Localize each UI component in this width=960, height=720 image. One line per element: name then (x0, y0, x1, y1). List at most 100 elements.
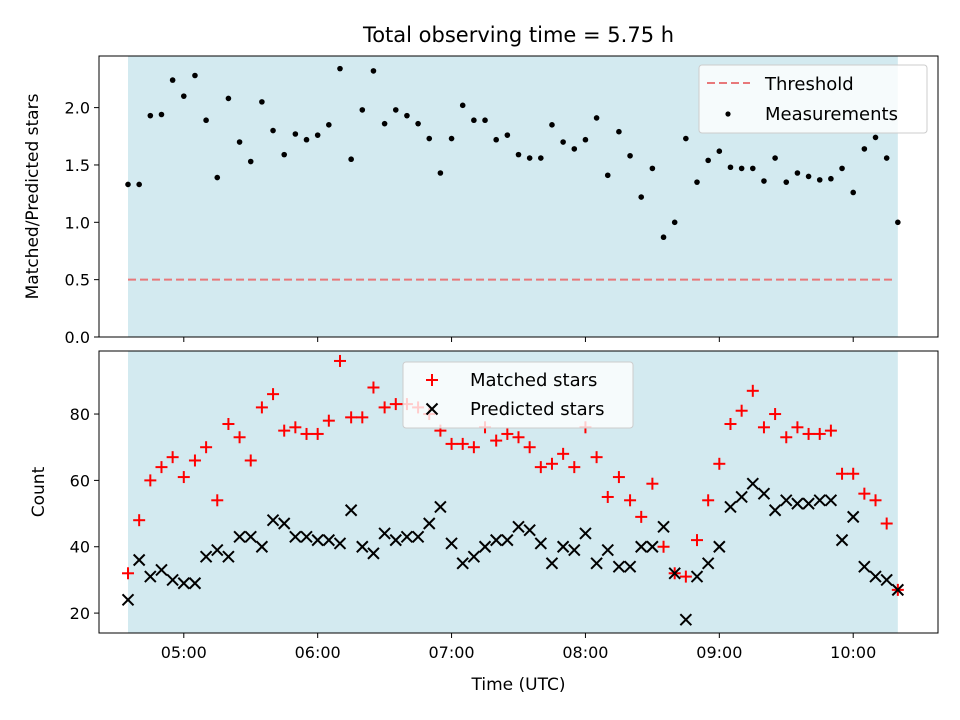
predicted-star-point (423, 517, 436, 530)
predicted-star-point-b (735, 490, 748, 504)
predicted-star-point (188, 577, 202, 590)
matched-star-point (691, 534, 704, 547)
legend-predicted-swatch (425, 402, 439, 416)
predicted-star-point (568, 543, 581, 557)
predicted-star-point (802, 497, 815, 510)
predicted-star-point-b (445, 537, 458, 550)
predicted-star-point-b (333, 537, 347, 550)
y-tick-label: 1.5 (65, 156, 90, 175)
predicted-star-point (501, 533, 514, 547)
predicted-star-point (780, 494, 793, 507)
predicted-star-point-b (255, 540, 269, 553)
predicted-star-point (847, 510, 860, 524)
predicted-star-point-b (501, 533, 514, 547)
y-tick-label: 80 (70, 405, 90, 424)
predicted-star-point (545, 557, 559, 570)
measurement-point (158, 111, 165, 118)
legend-measurements-label: Measurements (765, 104, 898, 125)
y-tick-label: 2.0 (65, 99, 90, 118)
matched-star-point (289, 421, 302, 434)
measurement-point (638, 194, 645, 200)
predicted-star-point-b (300, 530, 313, 543)
predicted-star-point-b (568, 543, 581, 557)
measurement-point (526, 155, 533, 161)
ratio-legend: Threshold Measurements (698, 64, 928, 134)
predicted-star-point (478, 540, 492, 553)
predicted-star-point (746, 477, 760, 490)
measurement-point (147, 112, 154, 119)
measurement-point (895, 219, 901, 226)
predicted-star-point-b (724, 500, 737, 514)
measurement-point (192, 72, 198, 79)
matched-star-point (813, 427, 826, 440)
predicted-star-point-b (623, 560, 637, 573)
x-tick-label: 10:00 (830, 643, 876, 662)
matched-star-point (267, 388, 280, 401)
matched-star-point (356, 411, 369, 424)
matched-star-point (177, 471, 190, 484)
predicted-star-point (668, 567, 681, 580)
measurement-point (247, 158, 254, 165)
matched-star-point (769, 408, 782, 421)
measurement-point (381, 120, 388, 127)
predicted-star-point-b (690, 570, 704, 583)
matched-star-point (501, 427, 514, 440)
measurement-point (214, 174, 221, 181)
measurement-point (203, 117, 209, 124)
measurement-point (549, 122, 555, 128)
predicted-star-point-b (746, 477, 760, 490)
matched-star-point (702, 494, 715, 507)
predicted-star-point-b (545, 557, 559, 570)
predicted-star-point-b (523, 523, 536, 537)
predicted-star-point-b (222, 550, 235, 563)
predicted-star-point (735, 490, 748, 504)
measurement-point (861, 146, 868, 152)
x-tick-label: 06:00 (295, 643, 341, 662)
measurement-point (705, 157, 711, 164)
predicted-star-point (679, 613, 693, 626)
predicted-star-point-b (847, 510, 860, 524)
matched-star-point (378, 401, 391, 414)
measurement-point (404, 112, 410, 119)
predicted-star-point-b (378, 527, 391, 540)
matched-star-point (713, 457, 726, 470)
legend-measurements-swatch (725, 111, 731, 117)
predicted-star-point (211, 543, 224, 557)
measurement-point (281, 151, 288, 158)
predicted-star-point (858, 560, 871, 573)
legend-predicted-symbol-b (425, 402, 439, 416)
predicted-star-point (300, 530, 313, 543)
matched-star-point (523, 441, 536, 454)
measurement-point (493, 136, 499, 143)
predicted-star-point (757, 487, 771, 500)
matched-star-point (133, 514, 146, 527)
predicted-star-point-b (244, 530, 257, 543)
measurement-point (471, 117, 477, 124)
matched-star-point (333, 354, 346, 367)
predicted-star-point-b (791, 497, 804, 510)
measurement-point (783, 179, 790, 185)
measurement-point (772, 155, 778, 161)
predicted-star-point (177, 577, 190, 590)
predicted-star-point (244, 530, 257, 543)
predicted-star-point-b (322, 533, 336, 547)
matched-star-point (791, 421, 804, 434)
predicted-star-point-b (311, 533, 324, 547)
predicted-star-point-b (590, 557, 603, 570)
predicted-star-point (523, 523, 536, 537)
predicted-star-point (590, 557, 603, 570)
predicted-star-point-b (757, 487, 771, 500)
count-y-axis-label: Count (29, 466, 49, 517)
measurement-point (326, 122, 332, 128)
predicted-star-point (713, 540, 726, 553)
matched-star-point (557, 447, 570, 460)
predicted-star-point-b (701, 557, 715, 570)
predicted-star-point-b (356, 540, 369, 553)
matched-star-point (646, 477, 659, 490)
matched-star-point (322, 414, 335, 427)
matched-star-point (367, 381, 380, 394)
measurement-point (560, 139, 566, 145)
measurement-point (649, 165, 656, 172)
matched-star-point (122, 567, 135, 580)
predicted-star-point (534, 537, 548, 550)
